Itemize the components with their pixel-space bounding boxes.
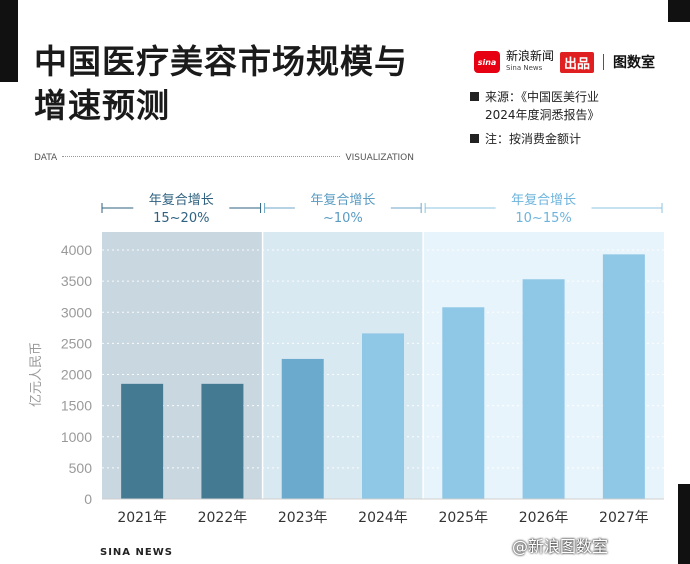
x-tick-label: 2021年 (117, 510, 167, 526)
data-visualization-divider: DATA VISUALIZATION (34, 153, 414, 163)
y-tick-label: 2000 (61, 367, 92, 383)
y-tick-label: 2500 (61, 335, 92, 351)
corner-decoration (668, 0, 690, 22)
bullet-square-icon (470, 134, 479, 143)
brand-tag: 出品 (560, 51, 595, 73)
y-tick-label: 1000 (61, 429, 92, 445)
watermark-credit: @新浪图数室 (512, 537, 609, 556)
x-tick-label: 2025年 (438, 510, 488, 526)
bar-2025年 (442, 307, 485, 499)
note-measure: 注：按消费金额计 (470, 130, 600, 148)
x-tick-label: 2022年 (198, 510, 248, 526)
bar-2027年 (602, 254, 645, 499)
bullet-square-icon (470, 92, 479, 101)
x-tick-label: 2026年 (519, 510, 569, 526)
growth-label-bg (495, 190, 592, 226)
growth-label: 年复合增长 (511, 193, 576, 208)
y-tick-label: 0 (84, 491, 92, 507)
y-tick-label: 3000 (61, 304, 92, 320)
bar-2022年 (201, 383, 244, 499)
y-tick-label: 1500 (61, 398, 92, 414)
bar-2026年 (522, 279, 565, 499)
growth-rate: 15~20% (153, 211, 209, 226)
x-tick-label: 2023年 (278, 510, 328, 526)
y-tick-label: 4000 (61, 242, 92, 258)
chart-title: 中国医疗美容市场规模与增速预测 (34, 42, 408, 125)
corner-decoration (678, 484, 690, 564)
growth-label: 年复合增长 (149, 193, 214, 208)
bar-2021年 (121, 383, 164, 499)
growth-label-bg (294, 190, 391, 226)
growth-label-bg (133, 190, 230, 226)
brand-bar: sina 新浪新闻 Sina News 出品 图数室 (474, 50, 655, 74)
bar-2023年 (281, 358, 324, 499)
y-tick-label: 500 (69, 460, 93, 476)
visualization-label: VISUALIZATION (345, 153, 414, 163)
brand-divider (603, 54, 605, 70)
growth-label: 年复合增长 (310, 193, 375, 208)
x-tick-label: 2024年 (358, 510, 408, 526)
bar-2024年 (362, 333, 404, 499)
partner-logo: 图数室 (613, 55, 656, 71)
sina-logo-icon: sina (474, 51, 500, 73)
x-tick-label: 2027年 (599, 510, 649, 526)
note-source: 来源：《中国医美行业 2024年度洞悉报告》 (470, 88, 600, 124)
footer-label: SINA NEWS (100, 547, 173, 558)
brand-name-en: Sina News (506, 64, 543, 72)
notes: 来源：《中国医美行业 2024年度洞悉报告》 注：按消费金额计 (470, 88, 600, 154)
y-axis-label: 亿元人民币 (29, 342, 44, 407)
y-tick-label: 3500 (61, 273, 92, 289)
corner-decoration (0, 0, 18, 82)
growth-rate: ~10% (323, 211, 363, 226)
data-label: DATA (34, 153, 58, 163)
growth-rate: 10~15% (515, 211, 571, 226)
brand-name: 新浪新闻 (506, 49, 555, 63)
